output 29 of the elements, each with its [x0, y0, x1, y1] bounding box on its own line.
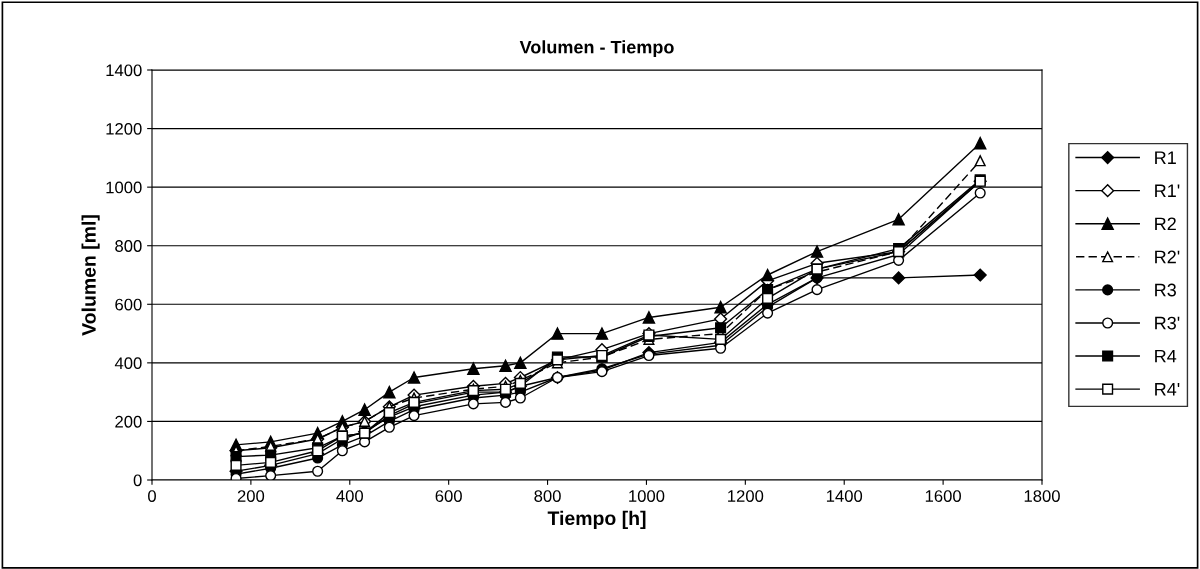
- legend-label: R4': [1155, 383, 1180, 396]
- y-tick-label: 200: [115, 415, 142, 428]
- x-tick-label: 1200: [728, 490, 764, 502]
- x-tick-label: 1400: [826, 490, 863, 502]
- x-axis-title: Tiempo [h]: [547, 510, 646, 529]
- chart-title: Volumen - Tiempo: [519, 40, 674, 58]
- y-tick-label: 400: [114, 357, 142, 370]
- x-tick-label: 1000: [629, 490, 665, 502]
- x-tick-label: 1800: [1024, 490, 1060, 502]
- y-tick-label: 800: [115, 240, 142, 252]
- y-tick-label: 0: [133, 474, 142, 487]
- x-tick-label: 200: [237, 490, 265, 502]
- legend-label: R2: [1155, 217, 1176, 231]
- legend-label: R1': [1155, 184, 1180, 197]
- y-tick-label: 1000: [106, 181, 142, 194]
- legend-label: R1: [1155, 151, 1176, 164]
- x-tick-label: 600: [435, 490, 462, 502]
- y-tick-label: 1200: [106, 122, 142, 135]
- x-tick-label: 0: [148, 490, 156, 502]
- legend-label: R3: [1155, 283, 1176, 297]
- y-tick-label: 600: [115, 298, 142, 311]
- y-axis-title: Volumen [ml]: [81, 215, 100, 336]
- y-tick-label: 1400: [106, 64, 142, 77]
- x-tick-label: 400: [336, 490, 364, 502]
- x-tick-label: 1600: [925, 490, 961, 502]
- x-tick-label: 800: [534, 490, 561, 502]
- legend-label: R2': [1155, 250, 1180, 264]
- legend-label: R3': [1155, 316, 1180, 330]
- legend-label: R4: [1155, 349, 1177, 363]
